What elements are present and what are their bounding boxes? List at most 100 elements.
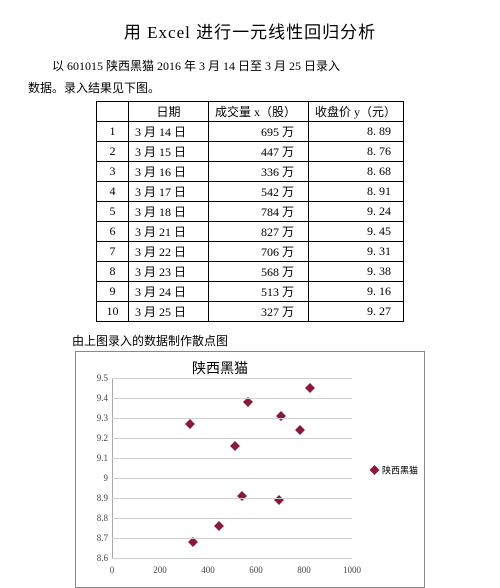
cell-price: 9. 27 xyxy=(309,302,404,322)
data-table: 日期 成交量 x（股） 收盘价 y（元） 13 月 14 日695 万8. 89… xyxy=(96,101,404,322)
table-row: 33 月 16 日336 万8. 68 xyxy=(97,162,404,182)
gridline xyxy=(112,498,352,499)
table-row: 63 月 21 日827 万9. 45 xyxy=(97,222,404,242)
cell-price: 8. 76 xyxy=(309,142,404,162)
table-row: 93 月 24 日513 万9. 16 xyxy=(97,282,404,302)
gridline xyxy=(112,398,352,399)
col-index xyxy=(97,102,129,122)
table-row: 53 月 18 日784 万9. 24 xyxy=(97,202,404,222)
cell-vol: 568 万 xyxy=(209,262,309,282)
table-row: 103 月 25 日327 万9. 27 xyxy=(97,302,404,322)
col-volume: 成交量 x（股） xyxy=(209,102,309,122)
intro-text-1: 以 601015 陕西黑猫 2016 年 3 月 14 日至 3 月 25 日录… xyxy=(28,57,472,75)
y-tick-label: 8.8 xyxy=(82,513,108,523)
cell-date: 3 月 24 日 xyxy=(129,282,209,302)
cell-price: 9. 45 xyxy=(309,222,404,242)
data-point xyxy=(214,521,224,531)
cell-date: 3 月 18 日 xyxy=(129,202,209,222)
cell-idx: 7 xyxy=(97,242,129,262)
cell-date: 3 月 23 日 xyxy=(129,262,209,282)
legend: 陕西黑猫 xyxy=(371,463,418,476)
y-tick-label: 8.6 xyxy=(82,553,108,563)
gridline xyxy=(112,558,352,559)
cell-price: 9. 31 xyxy=(309,242,404,262)
cell-date: 3 月 22 日 xyxy=(129,242,209,262)
cell-vol: 336 万 xyxy=(209,162,309,182)
data-point xyxy=(306,383,316,393)
legend-marker-icon xyxy=(370,465,380,475)
cell-vol: 827 万 xyxy=(209,222,309,242)
chart-intro: 由上图录入的数据制作散点图 xyxy=(72,332,472,349)
scatter-chart: 陕西黑猫 陕西黑猫 8.6 8.7 8.8 8.9 9 9.1 9.2 9.3 9.4 9.5 0 2… xyxy=(75,351,425,588)
data-point xyxy=(230,441,240,451)
x-tick-label: 600 xyxy=(249,565,263,575)
cell-vol: 706 万 xyxy=(209,242,309,262)
gridline xyxy=(112,478,352,479)
cell-date: 3 月 25 日 xyxy=(129,302,209,322)
cell-idx: 3 xyxy=(97,162,129,182)
legend-label: 陕西黑猫 xyxy=(382,463,418,476)
x-tick-label: 0 xyxy=(110,565,115,575)
data-point xyxy=(295,425,305,435)
data-point xyxy=(274,495,284,505)
cell-idx: 2 xyxy=(97,142,129,162)
y-tick-label: 9.2 xyxy=(82,433,108,443)
y-tick-label: 9.1 xyxy=(82,453,108,463)
gridline xyxy=(112,438,352,439)
x-tick-label: 200 xyxy=(153,565,167,575)
intro-text-2: 数据。录入结果见下图。 xyxy=(28,79,472,97)
y-tick-label: 8.9 xyxy=(82,493,108,503)
data-point xyxy=(237,491,247,501)
y-tick-label: 9 xyxy=(82,473,108,483)
gridline xyxy=(112,378,352,379)
plot-area xyxy=(112,378,352,558)
cell-idx: 4 xyxy=(97,182,129,202)
cell-price: 9. 38 xyxy=(309,262,404,282)
cell-price: 8. 91 xyxy=(309,182,404,202)
gridline xyxy=(112,418,352,419)
gridline xyxy=(112,458,352,459)
table-header-row: 日期 成交量 x（股） 收盘价 y（元） xyxy=(97,102,404,122)
cell-vol: 784 万 xyxy=(209,202,309,222)
y-tick-label: 8.7 xyxy=(82,533,108,543)
x-tick-label: 400 xyxy=(201,565,215,575)
cell-vol: 695 万 xyxy=(209,122,309,142)
col-date: 日期 xyxy=(129,102,209,122)
cell-idx: 1 xyxy=(97,122,129,142)
gridline xyxy=(112,518,352,519)
data-point xyxy=(276,411,286,421)
cell-price: 8. 68 xyxy=(309,162,404,182)
data-point xyxy=(186,419,196,429)
cell-vol: 447 万 xyxy=(209,142,309,162)
y-tick-label: 9.4 xyxy=(82,393,108,403)
table-row: 83 月 23 日568 万9. 38 xyxy=(97,262,404,282)
cell-vol: 513 万 xyxy=(209,282,309,302)
cell-idx: 5 xyxy=(97,202,129,222)
cell-vol: 542 万 xyxy=(209,182,309,202)
col-price: 收盘价 y（元） xyxy=(309,102,404,122)
cell-date: 3 月 14 日 xyxy=(129,122,209,142)
cell-vol: 327 万 xyxy=(209,302,309,322)
table-row: 23 月 15 日447 万8. 76 xyxy=(97,142,404,162)
cell-date: 3 月 15 日 xyxy=(129,142,209,162)
page-title: 用 Excel 进行一元线性回归分析 xyxy=(28,18,472,43)
table-row: 43 月 17 日542 万8. 91 xyxy=(97,182,404,202)
cell-date: 3 月 16 日 xyxy=(129,162,209,182)
x-tick-label: 800 xyxy=(297,565,311,575)
cell-price: 9. 24 xyxy=(309,202,404,222)
cell-date: 3 月 21 日 xyxy=(129,222,209,242)
chart-title: 陕西黑猫 xyxy=(76,358,364,378)
cell-idx: 8 xyxy=(97,262,129,282)
cell-idx: 9 xyxy=(97,282,129,302)
cell-price: 9. 16 xyxy=(309,282,404,302)
cell-idx: 10 xyxy=(97,302,129,322)
x-tick-label: 1000 xyxy=(343,565,361,575)
table-row: 13 月 14 日695 万8. 89 xyxy=(97,122,404,142)
y-tick-label: 9.5 xyxy=(82,373,108,383)
cell-idx: 6 xyxy=(97,222,129,242)
cell-date: 3 月 17 日 xyxy=(129,182,209,202)
table-row: 73 月 22 日706 万9. 31 xyxy=(97,242,404,262)
cell-price: 8. 89 xyxy=(309,122,404,142)
gridline xyxy=(112,538,352,539)
y-tick-label: 9.3 xyxy=(82,413,108,423)
